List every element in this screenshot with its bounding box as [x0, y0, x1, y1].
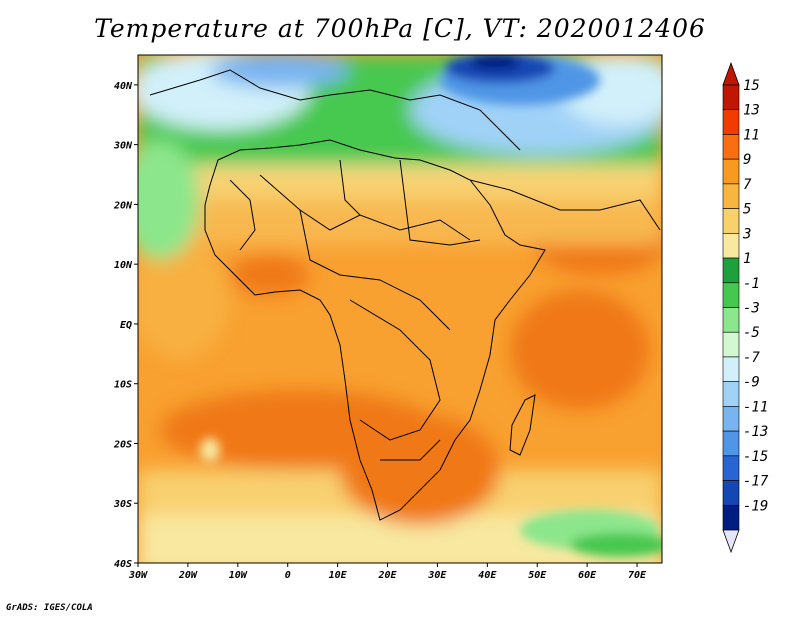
lat-tick-label: 40S [114, 559, 132, 570]
lon-tick-label: 50E [528, 570, 547, 581]
colorbar-swatch [722, 84, 740, 111]
colorbar-label: -7 [743, 350, 760, 366]
colorbar-label: -3 [743, 301, 760, 317]
colorbar-swatch [722, 134, 740, 160]
europe-coastline [149, 69, 521, 151]
colorbar-label: 3 [742, 226, 751, 242]
lon-tick-label: 20W [178, 570, 198, 581]
colorbar-label: -17 [743, 474, 769, 490]
border [399, 159, 481, 246]
colorbar-label: 9 [743, 152, 751, 168]
colorbar-swatch [722, 109, 740, 135]
colorbar-label: 11 [743, 127, 760, 143]
colorbar-label: 5 [743, 202, 751, 218]
colorbar-label: 7 [743, 177, 752, 193]
lon-tick-label: 40E [478, 570, 497, 581]
lat-tick-label: 20N [113, 200, 133, 211]
lat-tick-label: 40N [114, 81, 133, 92]
footer-credit: GrADS: IGES/COLA [6, 603, 93, 613]
lon-tick-label: 10E [329, 570, 348, 581]
madagascar-coastline [509, 394, 536, 456]
longitude-axis: 30W 20W 10W 0 10E 20E 30E 40E 50E 60E 70E [128, 563, 647, 581]
colorbar-swatch [722, 183, 740, 209]
temperature-field [138, 55, 662, 563]
colorbar-label: -19 [743, 498, 768, 514]
colorbar-label: 15 [743, 78, 760, 94]
border [339, 159, 361, 216]
lat-tick-label: EQ [120, 320, 132, 331]
colorbar-swatch [722, 307, 740, 333]
map-title: Temperature at 700hPa [C], VT: 202001240… [94, 14, 706, 43]
lat-tick-label: 20S [113, 439, 132, 450]
colorbar-label: 13 [743, 103, 760, 119]
africa-coastline [204, 139, 546, 521]
arabia-coastline [469, 179, 661, 231]
colorbar-swatch [722, 282, 740, 308]
colorbar-swatch [722, 455, 740, 481]
map-frame [137, 54, 663, 564]
colorbar-label: 1 [743, 251, 751, 267]
lon-tick-label: 60E [578, 570, 597, 581]
colorbar-swatch [722, 208, 740, 234]
lon-tick-label: 30W [128, 570, 148, 581]
colorbar-label: -13 [743, 424, 768, 440]
lon-tick-label: 10W [229, 570, 248, 581]
colorbar: 15 13 11 9 7 5 3 1 -1 -3 -5 -7 -9 -11 -13 -15 -17 -19 [722, 61, 769, 554]
colorbar-label: -15 [743, 449, 768, 465]
colorbar-top-arrow [722, 61, 740, 86]
colorbar-swatch [722, 257, 740, 284]
lon-tick-label: 0 [285, 570, 291, 581]
coastlines [149, 69, 661, 521]
colorbar-label: -11 [743, 399, 768, 415]
lat-tick-label: 10S [114, 380, 132, 391]
lon-tick-label: 30E [427, 570, 447, 581]
colorbar-label: -1 [743, 276, 760, 292]
colorbar-swatch [722, 406, 740, 432]
colorbar-label: -9 [743, 375, 760, 391]
border [229, 179, 256, 251]
colorbar-label: -5 [743, 325, 760, 341]
border [349, 299, 441, 441]
colorbar-swatch [722, 331, 740, 358]
colorbar-swatch [722, 233, 740, 259]
colorbar-swatch [722, 158, 740, 185]
colorbar-swatch [722, 480, 740, 506]
colorbar-bottom-arrow [722, 529, 740, 554]
border [380, 439, 441, 461]
lat-tick-label: 30S [113, 499, 132, 510]
colorbar-swatch [722, 381, 740, 407]
colorbar-swatch [722, 356, 740, 382]
lon-tick-label: 70E [628, 570, 647, 581]
colorbar-swatch [722, 430, 740, 457]
lat-tick-label: 10N [114, 260, 133, 271]
colorbar-swatch [722, 504, 740, 531]
lon-tick-label: 20E [377, 570, 397, 581]
border [299, 209, 451, 331]
latitude-axis: 40N 30N 20N 10N EQ 10S 20S 30S 40S [113, 81, 138, 570]
lat-tick-label: 30N [113, 141, 133, 152]
